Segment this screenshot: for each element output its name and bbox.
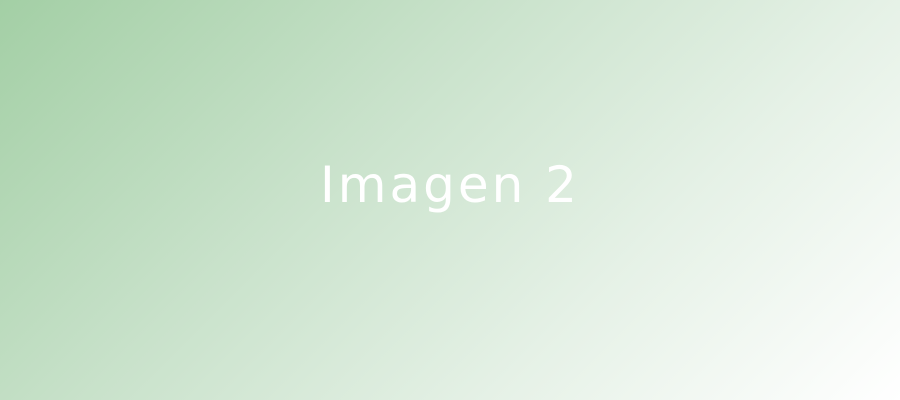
slide-caption: Imagen 2 bbox=[320, 156, 580, 214]
